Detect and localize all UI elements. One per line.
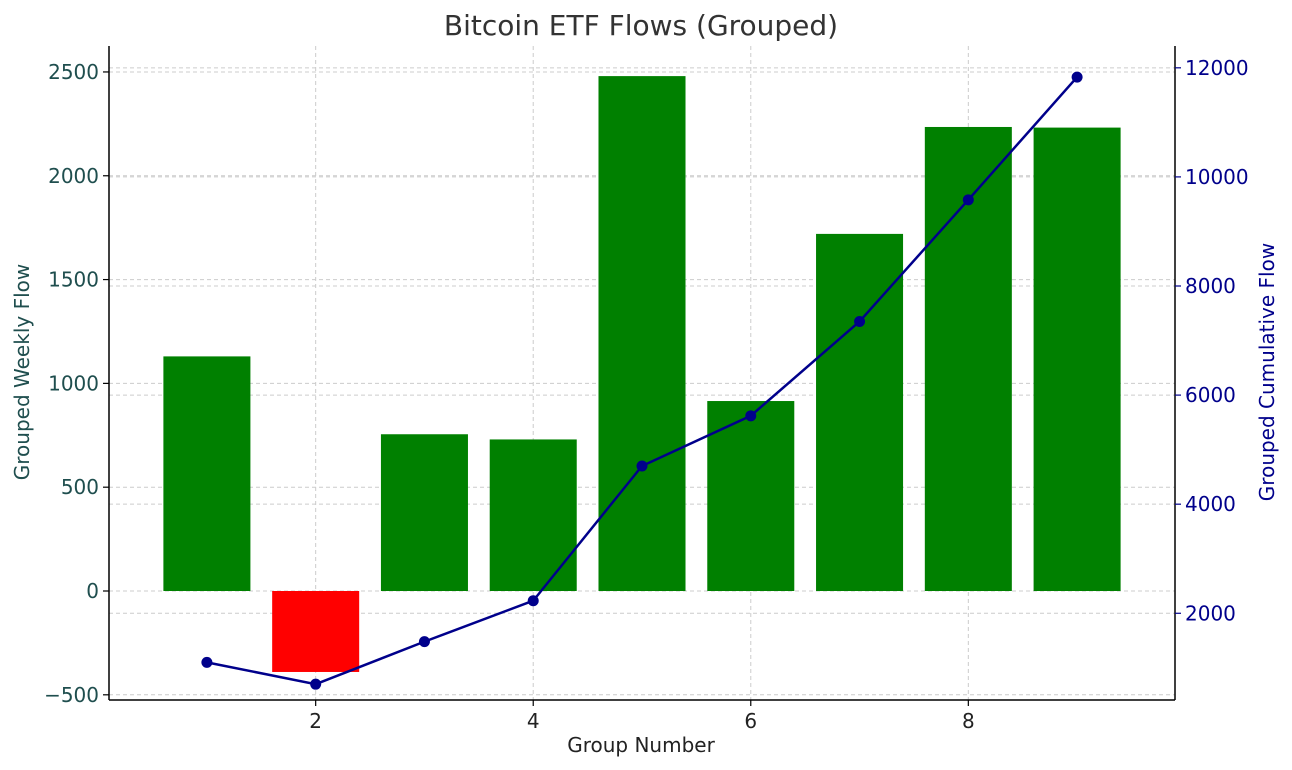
line-point <box>1071 71 1083 83</box>
y-right-tick-label: 2000 <box>1185 601 1236 625</box>
y-right-tick-label: 10000 <box>1185 165 1249 189</box>
ticks-layer: 2 4 6 8 −500 0 500 1000 1500 2000 2500 2000 4000 6000… <box>44 56 1249 733</box>
y-left-tick-label: 2000 <box>48 164 99 188</box>
bar <box>816 233 904 591</box>
bar <box>707 401 795 591</box>
y-right-tick-label: 6000 <box>1185 383 1236 407</box>
bar <box>163 356 251 591</box>
x-tick-label: 8 <box>962 709 975 733</box>
bar <box>272 591 360 672</box>
y-left-tick-label: 0 <box>86 579 99 603</box>
y-right-tick-label: 4000 <box>1185 492 1236 516</box>
x-axis-label: Group Number <box>567 733 715 757</box>
x-tick-label: 2 <box>309 709 322 733</box>
line-layer <box>201 71 1083 690</box>
x-tick-label: 4 <box>527 709 540 733</box>
line-point <box>201 656 213 668</box>
chart-title: Bitcoin ETF Flows (Grouped) <box>444 9 838 42</box>
bars-layer <box>163 76 1121 672</box>
line-point <box>418 636 430 648</box>
line-point <box>527 595 539 607</box>
y-axis-right-label: Grouped Cumulative Flow <box>1255 243 1279 501</box>
y-right-tick-label: 12000 <box>1185 56 1249 80</box>
y-left-tick-label: 1500 <box>48 268 99 292</box>
y-left-tick-label: −500 <box>44 683 99 707</box>
bar <box>1033 127 1121 591</box>
line-point <box>962 194 974 206</box>
bar <box>489 439 577 591</box>
y-left-tick-label: 2500 <box>48 60 99 84</box>
x-tick-label: 6 <box>744 709 757 733</box>
y-right-tick-label: 8000 <box>1185 274 1236 298</box>
bar <box>380 434 468 591</box>
line-point <box>636 460 648 472</box>
y-left-tick-label: 500 <box>61 475 99 499</box>
line-point <box>854 315 866 327</box>
bar <box>598 76 686 592</box>
line-point <box>745 410 757 422</box>
y-axis-left-label: Grouped Weekly Flow <box>10 264 34 480</box>
line-point <box>310 678 322 690</box>
y-left-tick-label: 1000 <box>48 371 99 395</box>
